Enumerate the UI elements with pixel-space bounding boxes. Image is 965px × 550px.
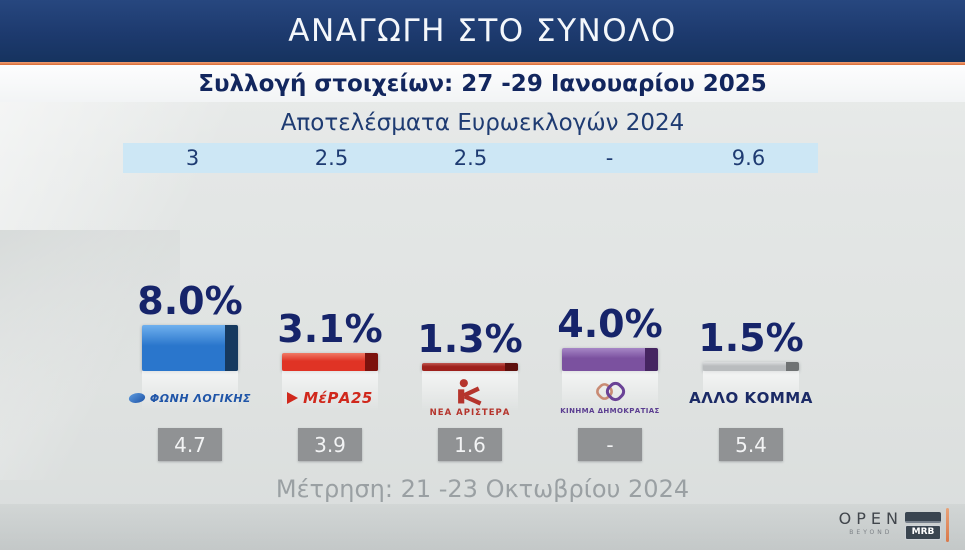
previous-value-box: 1.6 (438, 428, 502, 461)
euro-result-value: - (605, 146, 614, 170)
mrb-logo: MRB (905, 512, 941, 540)
bar-3d-cap-icon (786, 362, 799, 371)
bar-3d-cap-icon (645, 348, 658, 371)
previous-value-text: 5.4 (735, 432, 767, 457)
party-column-5: 1.5% ΑΛΛΟ ΚΟΜΜΑ 5.4 (681, 270, 821, 465)
poll-bar (142, 325, 238, 371)
previous-value-box: 5.4 (719, 428, 783, 461)
party-logo: ΜέΡΑ25 (260, 371, 400, 425)
euro-results-row: 3 2.5 2.5 - 9.6 (123, 143, 818, 173)
nea-aristera-figure-icon (458, 379, 482, 406)
poll-percentage-label: 8.0% (137, 279, 243, 323)
poll-bar (562, 348, 658, 371)
party-logo: ΝΕΑ ΑΡΙΣΤΕΡΑ (400, 371, 540, 425)
previous-value-text: - (606, 432, 614, 457)
party-logo: ΑΛΛΟ ΚΟΜΜΑ (681, 371, 821, 425)
page-title: ΑΝΑΓΩΓΗ ΣΤΟ ΣΥΝΟΛΟ (288, 13, 677, 49)
party-name-text: ΚΙΝΗΜΑ ΔΗΜΟΚΡΑΤΙΑΣ (560, 407, 660, 415)
bar-3d-cap-icon (365, 353, 378, 371)
bar-3d-cap-icon (225, 325, 238, 371)
poll-percentage-label: 1.3% (417, 317, 523, 361)
previous-value-text: 3.9 (314, 432, 346, 457)
open-tv-logo: OPEN BEYOND (839, 509, 903, 536)
poll-percentage-label: 3.1% (277, 307, 383, 351)
party-column-1: 8.0% ΦΩΝΗ ΛΟΓΙΚΗΣ 4.7 (120, 270, 260, 465)
euro-result-value: 2.5 (453, 146, 488, 170)
euro-result-value: 3 (185, 146, 200, 170)
previous-value-box: - (578, 428, 642, 461)
euro-results-title: Αποτελέσματα Ευρωεκλογών 2024 (280, 110, 685, 136)
poll-percentage-label: 1.5% (698, 316, 804, 360)
previous-measurement-caption: Μέτρηση: 21 -23 Οκτωβρίου 2024 (275, 475, 690, 503)
bar-3d-cap-icon (505, 363, 518, 371)
mera25-arrow-icon (287, 392, 299, 404)
poll-bar (703, 362, 799, 371)
party-logo: ΚΙΝΗΜΑ ΔΗΜΟΚΡΑΤΙΑΣ (540, 371, 680, 425)
mrb-logo-text: MRB (905, 525, 941, 540)
poll-bar (282, 353, 378, 371)
poll-bar (422, 363, 518, 371)
party-logo: ΦΩΝΗ ΛΟΓΙΚΗΣ (120, 371, 260, 425)
previous-value-box: 4.7 (158, 428, 222, 461)
previous-value-text: 4.7 (174, 432, 206, 457)
party-name-text: ΜέΡΑ25 (303, 389, 373, 407)
open-logo-text: OPEN (838, 509, 903, 528)
party-column-3: 1.3% ΝΕΑ ΑΡΙΣΤΕΡΑ 1.6 (400, 270, 540, 465)
footer-band (0, 504, 965, 550)
orange-accent-line (946, 508, 949, 542)
previous-value-text: 1.6 (454, 432, 486, 457)
party-name-text: ΑΛΛΟ ΚΟΜΜΑ (689, 389, 813, 407)
previous-value-box: 3.9 (298, 428, 362, 461)
party-name-text: ΦΩΝΗ ΛΟΓΙΚΗΣ (149, 391, 252, 405)
collection-period-strip: Συλλογή στοιχείων: 27 -29 Ιανουαρίου 202… (0, 65, 965, 102)
party-column-4: 4.0% ΚΙΝΗΜΑ ΔΗΜΟΚΡΑΤΙΑΣ - (540, 270, 680, 465)
accent-divider (0, 62, 965, 65)
mrb-logo-top-bar (905, 512, 941, 523)
euro-result-value: 2.5 (314, 146, 349, 170)
poll-percentage-label: 4.0% (557, 302, 663, 346)
party-column-2: 3.1% ΜέΡΑ25 3.9 (260, 270, 400, 465)
party-name-text: ΝΕΑ ΑΡΙΣΤΕΡΑ (429, 408, 511, 418)
foni-logikis-icon (127, 393, 147, 403)
euro-result-value: 9.6 (731, 146, 766, 170)
collection-period-text: Συλλογή στοιχείων: 27 -29 Ιανουαρίου 202… (198, 70, 767, 97)
kinima-dimokratias-rings-icon (596, 381, 626, 402)
title-banner: ΑΝΑΓΩΓΗ ΣΤΟ ΣΥΝΟΛΟ (0, 0, 965, 62)
open-beyond-text: BEYOND (849, 529, 893, 536)
